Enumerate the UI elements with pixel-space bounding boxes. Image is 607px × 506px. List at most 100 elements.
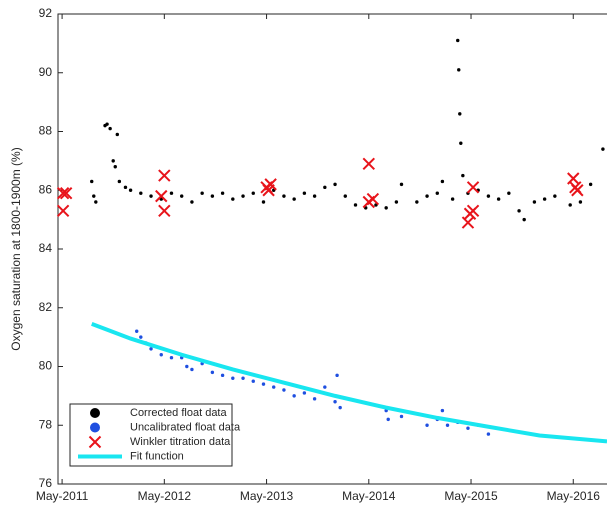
data-point: [338, 405, 342, 410]
x-tick-label: May-2011: [36, 489, 89, 503]
y-tick-label: 84: [39, 241, 53, 255]
data-point: [486, 194, 491, 198]
data-point: [323, 185, 327, 190]
data-point: [532, 200, 537, 204]
data-point: [466, 426, 470, 430]
legend: Corrected float data Uncalibrated float d…: [69, 403, 241, 467]
data-point: [323, 385, 327, 389]
data-point: [169, 191, 174, 195]
legend-label: Fit function: [130, 450, 184, 462]
winkler-point: [56, 186, 70, 200]
data-point: [415, 200, 419, 204]
data-point: [251, 191, 255, 195]
data-point: [553, 194, 557, 198]
data-point: [399, 182, 404, 187]
data-point: [588, 182, 593, 187]
data-point: [210, 370, 215, 375]
data-point: [149, 347, 153, 351]
data-point: [496, 197, 501, 201]
data-point: [302, 191, 307, 195]
data-point: [149, 194, 153, 198]
legend-swatch: [88, 435, 102, 449]
data-point: [507, 191, 511, 195]
y-axis-label: Oxygen saturation at 1800-1900m (%): [9, 147, 23, 350]
data-point: [241, 376, 245, 380]
data-point: [231, 197, 235, 201]
legend-label: Winkler titration data: [130, 436, 231, 448]
data-point: [241, 194, 245, 198]
data-point: [190, 367, 194, 372]
winkler-point: [158, 204, 171, 218]
data-point: [180, 194, 184, 198]
winkler-point: [571, 184, 584, 197]
x-tick-label: May-2014: [342, 489, 396, 503]
data-point: [272, 385, 276, 389]
data-point: [123, 185, 128, 190]
x-tick-label: May-2013: [240, 489, 294, 503]
data-point: [353, 203, 358, 207]
winkler-point: [466, 181, 480, 194]
data-point: [578, 200, 583, 204]
plot-area: [56, 38, 607, 444]
data-point: [128, 188, 133, 192]
data-point: [92, 194, 96, 198]
data-point: [94, 200, 98, 204]
data-point: [135, 329, 139, 333]
data-point: [117, 179, 122, 184]
data-point: [251, 379, 255, 383]
data-point: [185, 364, 189, 369]
winkler-point: [366, 192, 380, 206]
fit-line: [91, 322, 607, 444]
data-point: [425, 423, 429, 427]
data-point: [115, 132, 119, 137]
legend-label: Corrected float data: [130, 407, 227, 419]
winkler-point: [264, 178, 277, 191]
data-point: [458, 112, 462, 116]
data-point: [440, 179, 445, 184]
data-point: [159, 353, 163, 357]
winkler-point: [59, 186, 73, 200]
data-point: [261, 200, 266, 204]
data-point: [210, 194, 215, 198]
y-tick-label: 76: [39, 476, 53, 490]
data-point: [394, 200, 399, 204]
data-point: [302, 391, 307, 395]
data-point: [200, 191, 204, 195]
data-point: [486, 432, 491, 436]
legend-swatch: [90, 422, 100, 433]
data-point: [333, 400, 337, 404]
data-point: [113, 165, 117, 169]
data-point: [517, 209, 521, 213]
x-tick-label: May-2015: [444, 489, 498, 503]
data-point: [333, 182, 337, 187]
data-point: [108, 126, 112, 131]
data-point: [169, 355, 174, 360]
data-point: [386, 417, 390, 422]
data-point: [542, 197, 547, 201]
data-point: [335, 373, 339, 378]
data-point: [312, 397, 317, 401]
winkler-point: [362, 157, 376, 171]
data-point: [459, 141, 463, 145]
data-point: [450, 197, 455, 201]
data-point: [461, 173, 465, 178]
data-point: [139, 335, 143, 339]
data-point: [190, 200, 194, 204]
x-tick-label: May-2016: [547, 489, 601, 503]
y-tick-label: 90: [39, 65, 53, 79]
data-point: [111, 159, 115, 163]
y-tick-label: 82: [39, 300, 53, 314]
y-tick-label: 80: [39, 359, 53, 373]
winkler-point: [158, 169, 171, 182]
x-tick-label: May-2012: [138, 489, 192, 503]
data-point: [522, 217, 526, 222]
data-point: [384, 206, 388, 210]
data-point: [282, 388, 286, 392]
data-point: [220, 373, 225, 378]
winkler-point: [466, 204, 480, 218]
data-point: [343, 194, 347, 198]
y-tick-label: 78: [39, 417, 53, 431]
data-point: [292, 197, 296, 201]
y-tick-label: 92: [39, 6, 53, 20]
